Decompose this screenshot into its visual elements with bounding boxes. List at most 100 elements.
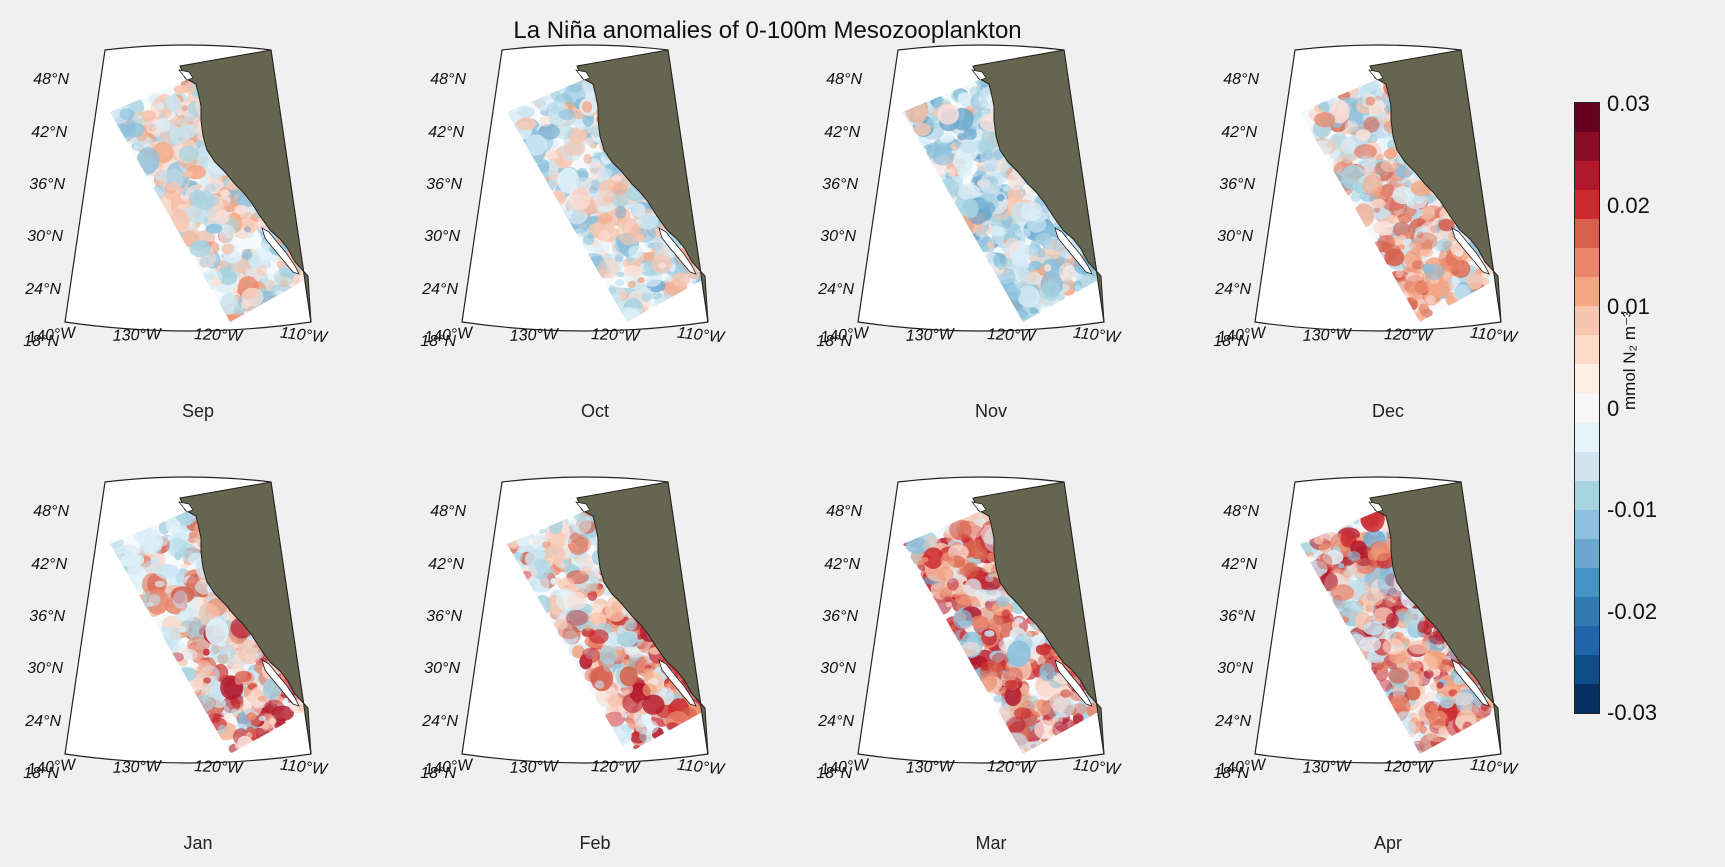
land-mass bbox=[576, 49, 709, 323]
island bbox=[575, 69, 591, 81]
island bbox=[1368, 69, 1384, 81]
gulf-of-california bbox=[658, 227, 697, 275]
colorbar-tick-label: -0.03 bbox=[1607, 700, 1658, 725]
lon-label: 120°W bbox=[987, 758, 1038, 777]
colorbar-step bbox=[1575, 103, 1599, 133]
colorbar-step bbox=[1575, 596, 1599, 626]
lon-label: 120°W bbox=[1384, 758, 1435, 777]
lon-label: 130°W bbox=[509, 758, 560, 777]
lon-label: 130°W bbox=[905, 326, 956, 345]
lat-label: 48°N bbox=[1223, 503, 1259, 520]
colorbar-step bbox=[1575, 422, 1599, 452]
island bbox=[178, 501, 194, 513]
lon-label: 120°W bbox=[591, 326, 642, 345]
lat-label: 48°N bbox=[826, 503, 862, 520]
map-panel-mar: 48°N 42°N 36°N 30°N 24°N 18°N 140°W 130°W 120°W 1… bbox=[816, 476, 1200, 853]
lat-label: 36°N bbox=[1219, 176, 1255, 193]
lon-label: 120°W bbox=[1384, 326, 1435, 345]
lon-label: 110°W bbox=[1469, 757, 1519, 779]
lat-label: 42°N bbox=[824, 556, 860, 573]
lon-label: 110°W bbox=[676, 325, 726, 347]
island bbox=[971, 69, 987, 81]
colorbar-step bbox=[1575, 683, 1599, 713]
lon-label: 130°W bbox=[509, 326, 560, 345]
colorbar-step bbox=[1575, 248, 1599, 278]
lat-label: 30°N bbox=[1217, 660, 1253, 677]
month-label: Apr bbox=[1373, 833, 1402, 853]
lat-label: 48°N bbox=[430, 503, 466, 520]
lat-label: 24°N bbox=[817, 713, 854, 730]
lat-label: 18°N bbox=[816, 765, 852, 782]
lat-label: 48°N bbox=[430, 71, 466, 88]
lon-label: 120°W bbox=[194, 326, 245, 345]
lon-label: 120°W bbox=[194, 758, 245, 777]
map-panel-oct: 48°N 42°N 36°N 30°N 24°N 18°N 140°W 130°W 120°W 1… bbox=[420, 44, 804, 421]
gulf-of-california bbox=[261, 659, 300, 707]
colorbar-tick-label: -0.02 bbox=[1607, 598, 1658, 624]
gulf-of-california bbox=[261, 227, 300, 275]
colorbar-step bbox=[1575, 393, 1599, 423]
lat-label: 42°N bbox=[824, 124, 860, 141]
lat-label: 48°N bbox=[826, 71, 862, 88]
gulf-of-california bbox=[1451, 227, 1490, 275]
lat-label: 30°N bbox=[820, 228, 856, 245]
lat-label: 24°N bbox=[24, 281, 61, 298]
month-label: Nov bbox=[974, 401, 1007, 421]
lat-label: 36°N bbox=[29, 608, 65, 625]
colorbar-step bbox=[1575, 509, 1599, 539]
lat-label: 30°N bbox=[820, 660, 856, 677]
lon-label: 130°W bbox=[1302, 758, 1353, 777]
colorbar-step bbox=[1575, 364, 1599, 394]
lat-label: 48°N bbox=[1223, 71, 1259, 88]
lat-label: 36°N bbox=[426, 176, 462, 193]
month-label: Dec bbox=[1371, 401, 1404, 421]
colorbar-step bbox=[1575, 451, 1599, 481]
colorbar-units: mmol N₂ m⁻³ bbox=[1620, 311, 1639, 410]
colorbar-step bbox=[1575, 219, 1599, 249]
lon-label: 140°W bbox=[820, 756, 872, 778]
lon-label: 140°W bbox=[27, 324, 79, 346]
lat-label: 36°N bbox=[822, 608, 858, 625]
map-panel-jan: 48°N 42°N 36°N 30°N 24°N 18°N 140°W 130°W 120°W 1… bbox=[23, 476, 407, 853]
colorbar-tick-label: 0.03 bbox=[1607, 91, 1650, 116]
lat-label: 18°N bbox=[816, 333, 852, 350]
gulf-of-california bbox=[658, 659, 697, 707]
map-panel-sep: 48°N 42°N 36°N 30°N 24°N 18°N 140°W 130°W 120°W 1… bbox=[23, 44, 407, 421]
lat-label: 24°N bbox=[817, 281, 854, 298]
lon-label: 110°W bbox=[1072, 325, 1122, 347]
land-mass bbox=[179, 49, 312, 323]
colorbar-step bbox=[1575, 132, 1599, 162]
lat-label: 36°N bbox=[822, 176, 858, 193]
colorbar-tick-label: 0.02 bbox=[1607, 192, 1650, 218]
colorbar-step bbox=[1575, 567, 1599, 597]
colorbar-step bbox=[1575, 625, 1599, 655]
lat-label: 30°N bbox=[27, 660, 63, 677]
lat-label: 42°N bbox=[31, 124, 67, 141]
lat-label: 42°N bbox=[428, 556, 464, 573]
lat-label: 18°N bbox=[1213, 333, 1249, 350]
lat-label: 24°N bbox=[24, 713, 61, 730]
lat-label: 24°N bbox=[421, 713, 458, 730]
lat-label: 18°N bbox=[420, 765, 456, 782]
month-label: Sep bbox=[181, 401, 215, 421]
lat-label: 42°N bbox=[31, 556, 67, 573]
lon-label: 110°W bbox=[279, 757, 329, 779]
island bbox=[1368, 501, 1384, 513]
map-panel-feb: 48°N 42°N 36°N 30°N 24°N 18°N 140°W 130°W 120°W 1… bbox=[420, 476, 804, 853]
month-label: Oct bbox=[580, 401, 609, 421]
lon-label: 130°W bbox=[1302, 326, 1353, 345]
lon-label: 140°W bbox=[424, 324, 476, 346]
map-panel-apr: 48°N 42°N 36°N 30°N 24°N 18°N 140°W 130°W 120°W 1… bbox=[1213, 476, 1597, 853]
lat-label: 18°N bbox=[1213, 765, 1249, 782]
lon-label: 140°W bbox=[1217, 756, 1269, 778]
lon-label: 130°W bbox=[112, 326, 163, 345]
island bbox=[178, 69, 194, 81]
month-label: Jan bbox=[183, 833, 213, 853]
lat-label: 30°N bbox=[424, 228, 460, 245]
